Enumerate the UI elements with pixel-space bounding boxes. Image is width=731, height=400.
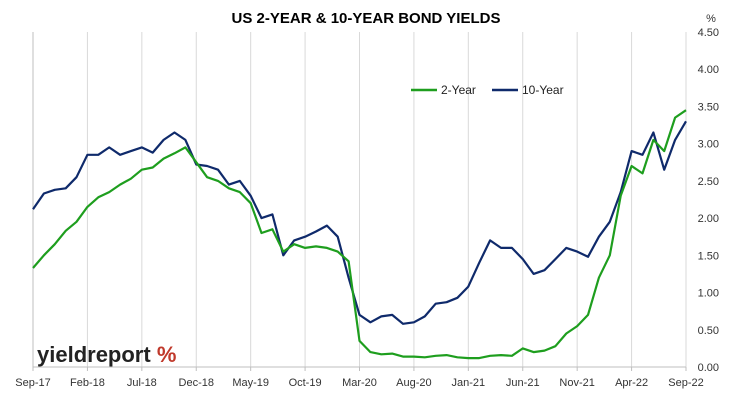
chart-title: US 2-YEAR & 10-YEAR BOND YIELDS xyxy=(232,10,501,27)
series-lines xyxy=(32,109,687,360)
axes xyxy=(32,32,687,371)
x-tick-label: Sep-17 xyxy=(15,377,50,389)
x-tick-label: Jul-18 xyxy=(127,377,157,389)
x-ticks: Sep-17 Feb-18 Jul-18 Dec-18 May-19 Oct-19 Mar-… xyxy=(15,377,703,389)
legend-label: 10-Year xyxy=(522,83,564,97)
x-tick-label: Mar-20 xyxy=(342,377,377,389)
legend: 2-Year 10-Year xyxy=(411,83,564,97)
x-tick-label: Feb-18 xyxy=(70,377,105,389)
legend-label: 2-Year xyxy=(441,83,476,97)
x-tick-label: Apr-22 xyxy=(615,377,648,389)
logo-percent-sign: % xyxy=(157,342,177,367)
logo-text: yieldreport xyxy=(37,342,151,367)
x-tick-label: Oct-19 xyxy=(289,377,322,389)
x-tick-label: Dec-18 xyxy=(179,377,214,389)
x-tick-label: Sep-22 xyxy=(668,377,703,389)
svg-text:yieldreport %: yieldreport % xyxy=(37,342,176,367)
y-tick-label: 0.50 xyxy=(698,325,719,337)
legend-item-10-year: 10-Year xyxy=(492,83,564,97)
x-tick-label: Aug-20 xyxy=(396,377,431,389)
y-tick-label: 0.00 xyxy=(698,362,719,374)
y-tick-label: 2.50 xyxy=(698,176,719,188)
y-ticks: 0.00 0.50 1.00 1.50 2.00 2.50 3.00 3.50 4.00 4.50 xyxy=(698,27,719,374)
y-tick-label: 2.00 xyxy=(698,213,719,225)
y-axis-unit: % xyxy=(706,13,716,25)
y-tick-label: 3.00 xyxy=(698,139,719,151)
series-line-2-year xyxy=(32,109,687,360)
yieldreport-logo: yieldreport % xyxy=(37,342,176,367)
y-tick-label: 1.00 xyxy=(698,288,719,300)
x-tick-label: May-19 xyxy=(232,377,269,389)
y-tick-label: 1.50 xyxy=(698,250,719,262)
legend-item-2-year: 2-Year xyxy=(411,83,476,97)
x-tick-label: Jan-21 xyxy=(452,377,486,389)
y-tick-label: 3.50 xyxy=(698,101,719,113)
y-tick-label: 4.50 xyxy=(698,27,719,39)
gridlines xyxy=(86,32,687,367)
x-tick-label: Nov-21 xyxy=(559,377,594,389)
x-tick-label: Jun-21 xyxy=(506,377,540,389)
y-tick-label: 4.00 xyxy=(698,64,719,76)
series-line-10-year xyxy=(32,120,687,325)
